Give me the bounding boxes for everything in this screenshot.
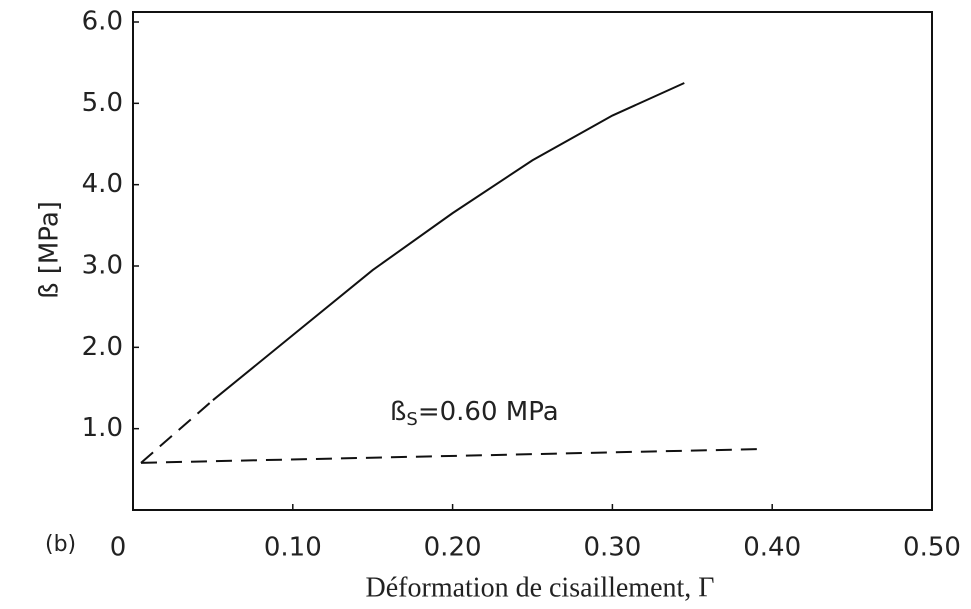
y-tick-label: 2.0 [82, 332, 123, 362]
x-axis-label: Déformation de cisaillement, Γ [366, 572, 715, 603]
plot-frame [132, 11, 933, 511]
x-tick-label: 0.20 [424, 533, 482, 563]
x-tick-label: 0.40 [743, 533, 801, 563]
y-tick-label: 1.0 [82, 413, 123, 443]
line-series [140, 448, 765, 464]
x-tick-label: 0.50 [903, 533, 961, 563]
y-tick-label: 3.0 [82, 251, 123, 281]
y-tick-label: 4.0 [82, 169, 123, 199]
x-tick-label: 0.30 [583, 533, 641, 563]
y-tick-label: 6.0 [82, 7, 123, 37]
y-tick-label: 5.0 [82, 88, 123, 118]
annotation-subscript: S [406, 409, 417, 430]
line-series [212, 82, 685, 401]
annotation: ßS=0.60 MPa [390, 397, 559, 431]
x-tick-label: 0 [110, 533, 127, 563]
y-axis-label: ß [MPa] [35, 201, 65, 299]
annotation-text: =0.60 MPa [418, 397, 559, 427]
annotation-symbol: ß [390, 397, 406, 427]
line-series [140, 399, 214, 464]
x-tick-label: 0.10 [264, 533, 322, 563]
panel-label: (b) [45, 532, 76, 557]
